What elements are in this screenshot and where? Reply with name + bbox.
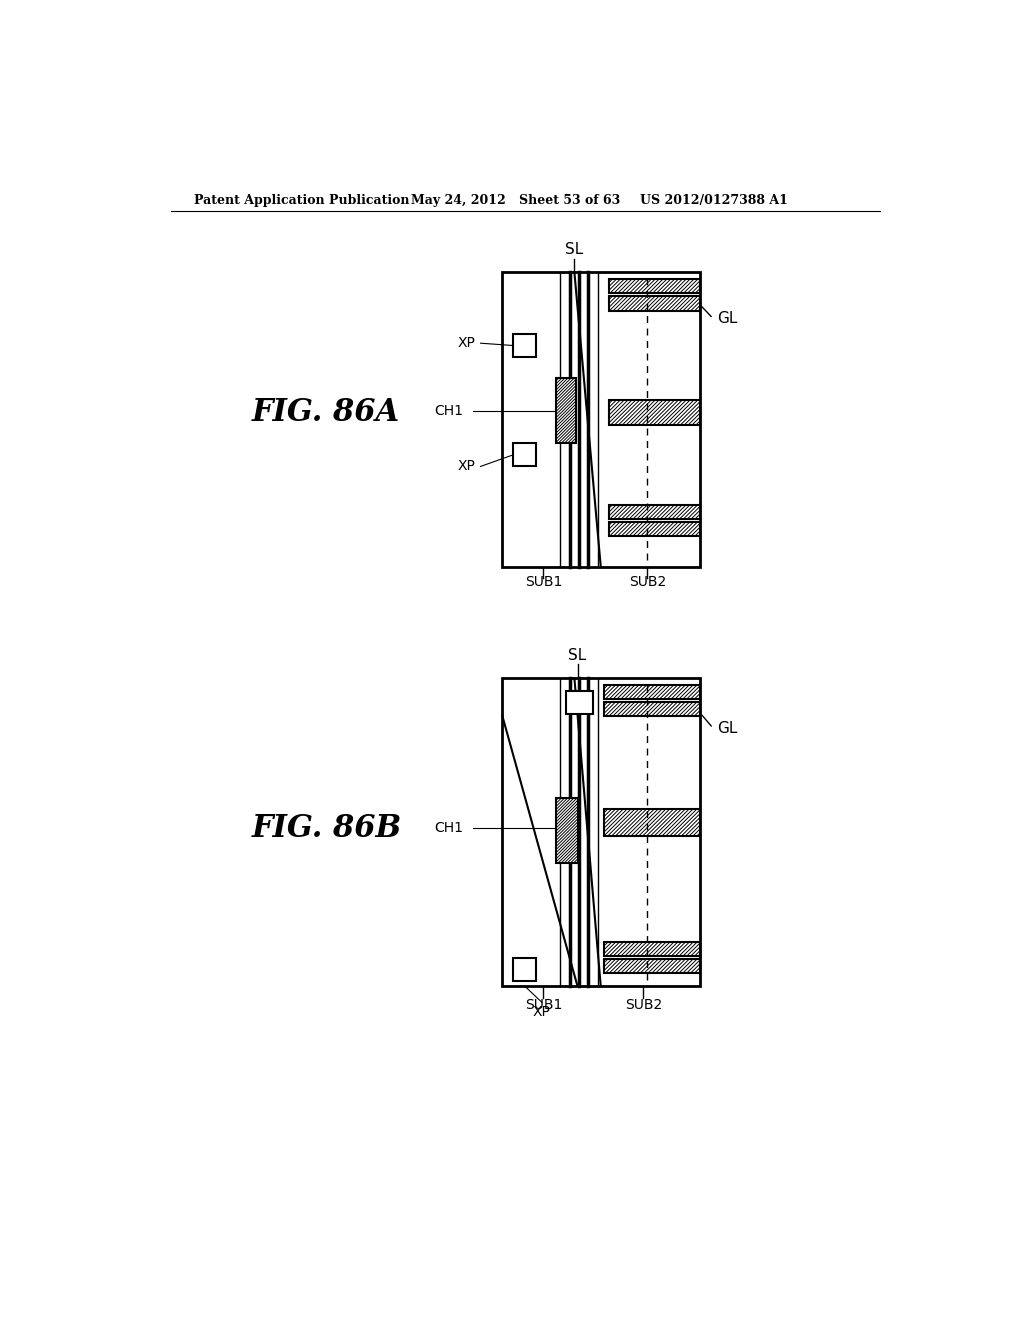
Text: FIG. 86B: FIG. 86B [252,813,402,843]
Bar [513,958,537,981]
Text: CH1: CH1 [434,821,463,836]
Text: US 2012/0127388 A1: US 2012/0127388 A1 [640,194,787,207]
Bar [503,678,700,986]
Text: GL: GL [717,721,737,735]
Bar [604,685,700,700]
Bar [608,400,700,425]
Bar [608,296,700,312]
Text: SL: SL [568,648,587,663]
Bar [604,809,700,836]
Text: FIG. 86A: FIG. 86A [252,397,400,428]
Bar [608,504,700,519]
Text: GL: GL [717,312,737,326]
Text: XP: XP [458,337,475,350]
Text: SUB1: SUB1 [524,576,562,589]
Bar [556,378,575,444]
Text: Patent Application Publication: Patent Application Publication [194,194,410,207]
Text: XP: XP [532,1005,551,1019]
Text: CH1: CH1 [434,404,463,418]
Bar [608,280,700,293]
Text: Sheet 53 of 63: Sheet 53 of 63 [519,194,621,207]
Bar [604,960,700,973]
Bar [566,692,593,714]
Text: SUB2: SUB2 [625,998,662,1012]
Text: May 24, 2012: May 24, 2012 [411,194,506,207]
Bar [604,942,700,956]
Bar [513,444,537,466]
Bar [608,521,700,536]
Text: SUB1: SUB1 [524,998,562,1012]
Bar [513,334,537,358]
Bar [503,272,700,566]
Bar [604,702,700,715]
Bar [556,797,578,863]
Text: XP: XP [458,459,475,474]
Text: SL: SL [565,242,584,257]
Text: SUB2: SUB2 [629,576,666,589]
